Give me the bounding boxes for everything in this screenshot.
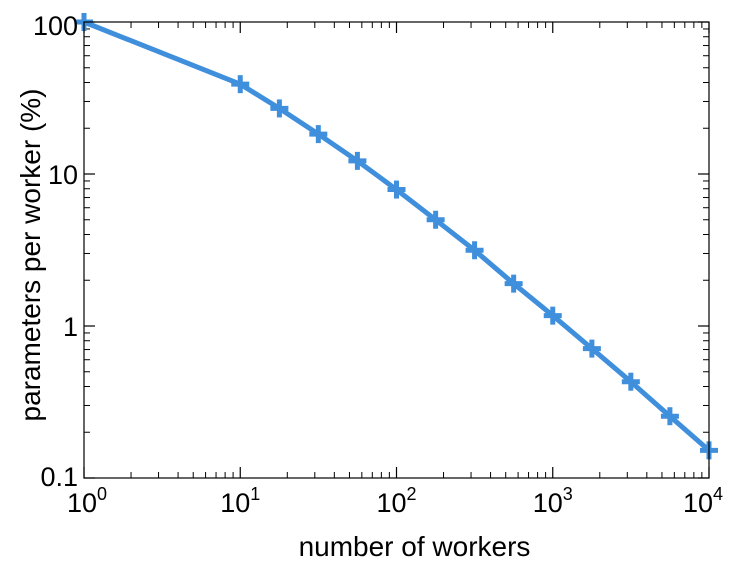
x-tick-label: 101 [220, 484, 260, 518]
data-point-marker [660, 407, 679, 426]
data-point-marker [270, 99, 289, 118]
y-tick-label: 0.1 [40, 462, 78, 492]
series-line [81, 19, 712, 453]
plot-frame [83, 21, 710, 479]
data-point-marker [231, 75, 250, 94]
data-point-marker [309, 125, 328, 144]
data-point-marker [582, 339, 601, 358]
y-axis-label: parameters per worker (%) [15, 89, 46, 422]
x-tick-label: 100 [67, 484, 107, 518]
x-axis-label: number of workers [299, 531, 531, 561]
data-point-marker [465, 241, 484, 260]
y-tick-label: 10 [48, 160, 78, 190]
tick-labels: 100 101 102 103 104 0.1 1 10 100 [33, 11, 723, 518]
y-tick-label: 1 [63, 312, 78, 342]
minor-ticks [84, 22, 709, 478]
series-layer [75, 13, 718, 460]
data-point-marker [621, 372, 640, 391]
y-tick-label: 100 [33, 11, 78, 41]
data-point-marker [504, 274, 523, 293]
data-point-marker [543, 306, 562, 325]
major-ticks [83, 21, 710, 479]
x-tick-label: 102 [376, 484, 416, 518]
data-point-marker [387, 180, 406, 199]
data-point-marker [348, 151, 367, 170]
x-tick-label: 103 [533, 484, 573, 518]
data-point-marker [426, 210, 445, 229]
x-tick-label: 104 [683, 484, 723, 518]
